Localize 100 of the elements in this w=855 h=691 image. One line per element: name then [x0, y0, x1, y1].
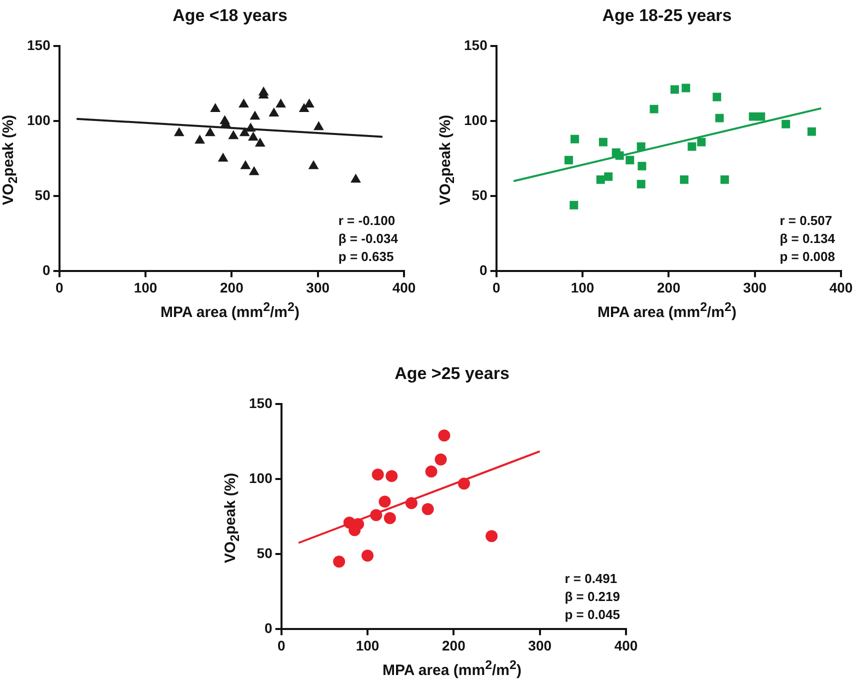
x-tick-label: 300: [528, 637, 552, 654]
point: [304, 98, 314, 108]
point: [564, 156, 573, 164]
point: [248, 132, 258, 141]
point: [670, 85, 679, 94]
x-tick-label: 0: [55, 279, 64, 296]
x-axis-title: MPA area (mm$^{2}$/m$^{2}$): [160, 300, 300, 321]
point: [384, 512, 396, 524]
point: [308, 160, 319, 170]
point: [218, 152, 228, 162]
point: [422, 503, 434, 516]
y-tick-label: 100: [464, 112, 488, 128]
point: [438, 430, 450, 442]
point: [210, 103, 221, 112]
point: [434, 454, 447, 466]
point: [194, 134, 205, 144]
point: [720, 175, 729, 184]
y-tick-label: 0: [42, 262, 51, 278]
x-tick-label: 100: [134, 279, 158, 296]
x-tick-label: 400: [392, 279, 416, 296]
point: [248, 166, 260, 176]
point: [250, 110, 260, 120]
x-tick-label: 0: [492, 279, 500, 296]
x-axis-title: MPA area (mm$^{2}$/m$^{2}$): [382, 658, 522, 679]
x-tick-label: 400: [829, 279, 853, 296]
point: [314, 121, 324, 130]
point: [386, 470, 398, 482]
x-tick-label: 200: [657, 279, 681, 296]
point: [570, 200, 578, 210]
point: [370, 509, 382, 522]
point: [298, 103, 310, 112]
point: [486, 530, 498, 542]
x-tick-label: 400: [614, 637, 638, 654]
point: [372, 468, 384, 481]
point: [638, 162, 646, 170]
point: [228, 130, 239, 140]
point: [596, 175, 605, 184]
y-tick-label: 150: [464, 36, 488, 53]
point: [362, 550, 374, 562]
point: [715, 114, 724, 122]
point: [636, 180, 646, 188]
annotation: β = -0.034: [338, 231, 399, 246]
y-tick-label: 50: [34, 186, 51, 203]
point: [604, 172, 613, 181]
x-tick-label: 100: [356, 637, 380, 654]
point: [636, 142, 646, 151]
annotation: β = 0.219: [564, 589, 620, 604]
y-tick-label: 50: [472, 186, 488, 203]
point: [378, 496, 391, 508]
x-tick-label: 200: [442, 637, 466, 654]
point: [626, 156, 634, 164]
point: [756, 112, 766, 121]
point: [254, 138, 266, 147]
point: [598, 138, 608, 146]
point: [174, 127, 184, 136]
point: [276, 98, 286, 108]
x-tick-label: 300: [306, 279, 330, 296]
y-tick-label: 150: [249, 394, 273, 411]
x-axis-title: MPA area (mm$^{2}$/m$^{2}$): [596, 300, 738, 321]
point: [615, 151, 624, 160]
point: [807, 127, 816, 136]
point: [650, 104, 658, 114]
point: [239, 127, 250, 136]
point: [240, 160, 251, 170]
point: [238, 98, 249, 108]
point: [697, 138, 706, 146]
x-tick-label: 0: [277, 637, 286, 654]
annotation: p = 0.635: [338, 249, 394, 264]
y-tick-label: 0: [480, 262, 488, 278]
annotation: r = -0.100: [338, 213, 396, 228]
point: [333, 556, 346, 568]
point: [458, 478, 470, 490]
x-tick-label: 100: [570, 279, 594, 296]
x-tick-label: 200: [220, 279, 244, 296]
annotation: p = 0.008: [780, 249, 836, 264]
y-tick-label: 100: [27, 112, 51, 128]
y-tick-label: 100: [249, 470, 273, 486]
annotation: p = 0.045: [564, 607, 620, 622]
x-tick-label: 300: [743, 279, 767, 296]
y-tick-label: 0: [264, 620, 273, 636]
chart-title: Age 18-25 years: [601, 6, 733, 26]
chart-title: Age >25 years: [394, 364, 510, 384]
point: [425, 466, 438, 478]
point: [405, 497, 418, 510]
point: [782, 120, 790, 128]
point: [350, 174, 361, 183]
point: [680, 175, 688, 184]
point: [688, 142, 696, 151]
point: [682, 84, 690, 92]
annotation: r = 0.491: [564, 571, 618, 586]
point: [712, 92, 722, 102]
annotation: β = 0.134: [780, 231, 836, 246]
y-tick-label: 150: [27, 36, 51, 53]
annotation: r = 0.507: [780, 213, 832, 228]
point: [204, 127, 216, 136]
point: [570, 134, 580, 144]
point: [268, 108, 280, 117]
y-tick-label: 50: [256, 544, 273, 561]
chart-title: Age <18 years: [172, 6, 288, 26]
point: [245, 122, 256, 132]
